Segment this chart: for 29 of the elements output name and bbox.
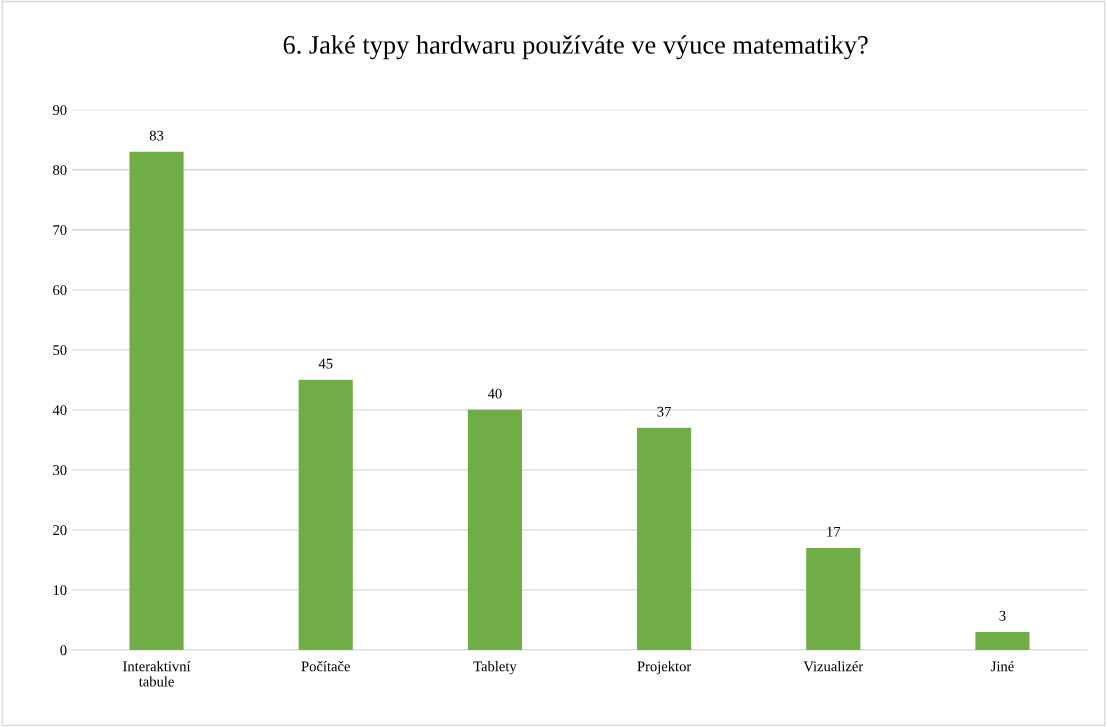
x-tick-label: Vizualizér [803,661,864,672]
data-label: 40 [487,388,502,399]
x-tick-label: Počítače [301,661,350,672]
bar [129,151,184,650]
x-tick-label: Jiné [991,661,1014,672]
y-tick-label: 80 [53,165,67,175]
bar [975,631,1030,650]
data-label: 45 [318,358,333,369]
y-tick-label: 60 [53,285,67,296]
y-tick-label: 10 [53,585,67,596]
chart-title: 6. Jaké typy hardwaru používáte ve výuce matematiky? [283,35,868,60]
x-tick-label: Tablety [473,661,517,675]
x-tick-label: Projektor [637,661,692,675]
y-tick-label: 50 [53,345,67,356]
y-tick-label: 90 [52,105,67,115]
x-tick-label: Interaktivní tabule [123,661,191,687]
y-tick-label: 40 [52,405,67,416]
y-tick-label: 0 [60,645,67,656]
y-tick-label: 30 [53,465,67,476]
data-label: 37 [657,406,671,417]
bar [806,547,861,650]
data-label: 83 [149,130,164,141]
data-label: 17 [827,526,841,537]
y-tick-label: 20 [53,525,67,536]
bar [637,427,692,650]
y-tick-label: 70 [53,225,67,236]
data-label: 3 [999,610,1006,621]
bar [467,409,522,650]
bar [298,379,353,650]
